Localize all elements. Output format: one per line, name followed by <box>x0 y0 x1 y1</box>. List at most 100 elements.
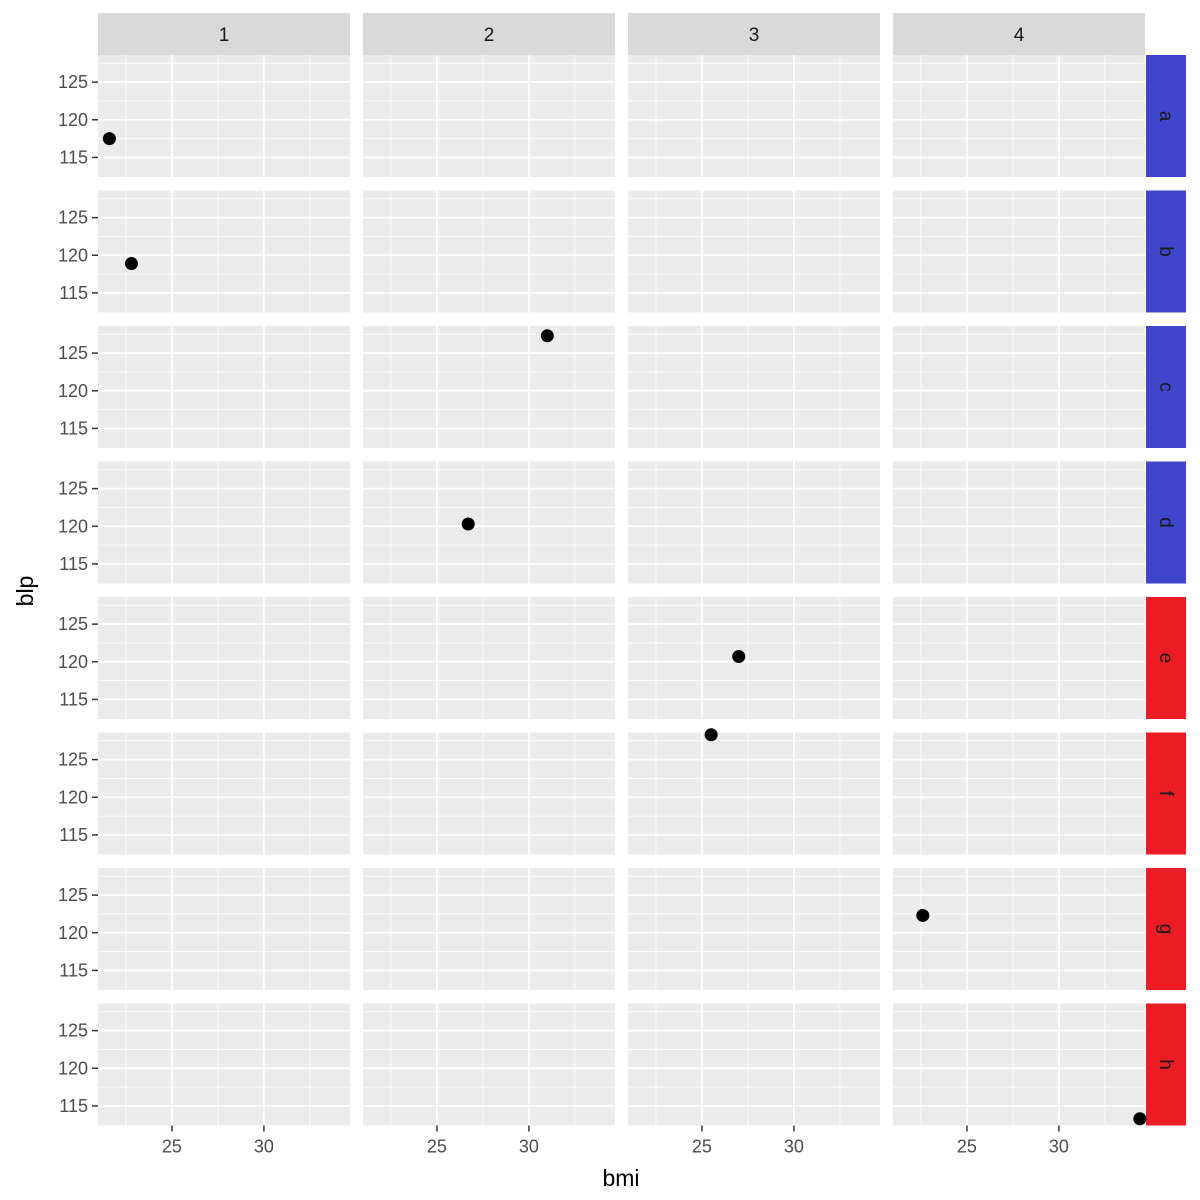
panel-c-3 <box>628 326 880 448</box>
panel-background <box>893 1003 1145 1126</box>
data-point-e-3 <box>732 649 746 663</box>
x-tick-label: 25 <box>162 1137 182 1157</box>
row-strip-d <box>1146 461 1186 584</box>
panel-background <box>363 868 615 990</box>
panel-c-2 <box>363 326 615 448</box>
x-axis-title: bmi <box>602 1165 639 1191</box>
panel-d-1 <box>98 461 350 584</box>
row-strip-h <box>1146 1003 1186 1126</box>
row-strip-label: b <box>1155 246 1176 257</box>
column-strip-4 <box>893 13 1145 55</box>
panel-background <box>98 1003 350 1126</box>
column-strip-3 <box>628 13 880 55</box>
data-point-c-2 <box>540 329 554 343</box>
panel-f-3 <box>628 732 880 855</box>
y-tick-label: 125 <box>58 343 88 363</box>
panels-layer <box>98 55 1145 1126</box>
y-tick-label: 115 <box>59 418 88 438</box>
panel-background <box>363 326 615 448</box>
panel-background <box>363 1003 615 1126</box>
panel-background <box>628 597 880 719</box>
panel-background <box>363 597 615 719</box>
panel-h-2 <box>363 1003 615 1126</box>
panel-a-2 <box>363 55 615 177</box>
panel-a-1 <box>98 55 350 177</box>
y-tick-label: 115 <box>59 1096 88 1116</box>
panel-f-4 <box>893 732 1145 855</box>
column-strip-1 <box>98 13 350 55</box>
row-strip-label: g <box>1155 924 1176 935</box>
row-strip-label: a <box>1155 111 1176 122</box>
column-strip-label: 2 <box>484 25 495 46</box>
panel-h-3 <box>628 1003 880 1126</box>
panel-f-2 <box>363 732 615 855</box>
row-strip-e <box>1146 597 1186 719</box>
column-strip-label: 1 <box>219 25 230 46</box>
y-tick-label: 125 <box>58 208 88 228</box>
y-tick-label: 125 <box>58 614 88 634</box>
y-tick-label: 115 <box>59 147 88 167</box>
y-tick-label: 120 <box>58 787 88 807</box>
data-point-g-4 <box>916 908 930 922</box>
panel-background <box>628 868 880 990</box>
panel-background <box>893 55 1145 177</box>
panel-c-1 <box>98 326 350 448</box>
y-tick-label: 125 <box>58 72 88 92</box>
y-axis-title: blp <box>12 576 38 607</box>
axes-layer: 115 120 125 115 120 125 115 120 125 115 120 125 115 1… <box>58 72 1069 1156</box>
panel-background <box>98 868 350 990</box>
panel-background <box>893 190 1145 313</box>
panel-h-1 <box>98 1003 350 1126</box>
x-tick-label: 30 <box>784 1137 804 1157</box>
column-strip-2 <box>363 13 615 55</box>
row-strip-label: h <box>1155 1059 1176 1070</box>
panel-background <box>98 461 350 584</box>
column-strip-label: 3 <box>749 25 760 46</box>
x-tick-label: 25 <box>692 1137 712 1157</box>
x-tick-label: 30 <box>254 1137 274 1157</box>
panel-d-2 <box>363 461 615 584</box>
panel-g-3 <box>628 868 880 990</box>
data-point-h-4 <box>1133 1112 1147 1126</box>
panel-d-4 <box>893 461 1145 584</box>
row-strip-label: c <box>1155 382 1176 392</box>
panel-g-4 <box>893 868 1145 990</box>
panel-background <box>98 597 350 719</box>
panel-background <box>363 732 615 855</box>
panel-d-3 <box>628 461 880 584</box>
x-tick-label: 25 <box>957 1137 977 1157</box>
row-strip-b <box>1146 190 1186 313</box>
data-point-f-3 <box>704 728 718 742</box>
panel-background <box>893 461 1145 584</box>
panel-e-3 <box>628 597 880 719</box>
strips-layer: 1 2 3 4 a b c d e f g h <box>98 13 1186 1126</box>
y-tick-label: 115 <box>59 689 88 709</box>
panel-background <box>893 732 1145 855</box>
panel-background <box>363 55 615 177</box>
panel-g-1 <box>98 868 350 990</box>
data-point-d-2 <box>461 517 475 531</box>
panel-background <box>628 55 880 177</box>
panel-g-2 <box>363 868 615 990</box>
y-tick-label: 115 <box>59 554 88 574</box>
panel-h-4 <box>893 1003 1145 1126</box>
panel-b-1 <box>98 190 350 313</box>
row-strip-label: e <box>1155 653 1176 664</box>
data-point-b-1 <box>124 257 138 271</box>
y-tick-label: 120 <box>58 110 88 130</box>
panel-background <box>98 190 350 313</box>
panel-a-3 <box>628 55 880 177</box>
panel-background <box>893 868 1145 990</box>
panel-background <box>893 326 1145 448</box>
panel-background <box>363 461 615 584</box>
panel-b-3 <box>628 190 880 313</box>
data-point-a-1 <box>102 132 116 146</box>
x-tick-label: 30 <box>1049 1137 1069 1157</box>
panel-background <box>628 461 880 584</box>
panel-background <box>628 326 880 448</box>
row-strip-c <box>1146 326 1186 448</box>
points-layer <box>102 132 1147 1126</box>
y-tick-label: 115 <box>59 825 88 845</box>
panel-background <box>98 326 350 448</box>
row-strip-g <box>1146 868 1186 990</box>
